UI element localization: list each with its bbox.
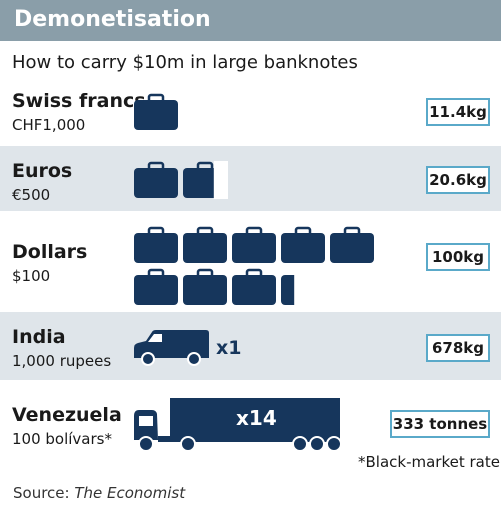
row-name: Euros [12,160,73,182]
briefcase-icon [183,161,228,199]
row-india: India 1,000 rupees x1 678kg [0,312,501,380]
row-dollars: Dollars $100 100kg [0,213,501,308]
van-icon [134,330,209,366]
briefcase-icon [134,93,178,130]
weight-box: 11.4kg [426,98,490,126]
briefcase-group [134,93,178,130]
row-euros: Euros €500 20.6kg [0,146,501,211]
chart-title: Demonetisation [14,7,211,32]
weight-box: 678kg [426,334,490,362]
chart-subtitle: How to carry $10m in large banknotes [12,52,358,73]
row-venezuela: Venezuela 100 bolívars* x14 333 tonnes [0,382,501,452]
briefcase-group [134,161,228,199]
row-denomination: CHF1,000 [12,116,86,134]
row-name: Swiss francs [12,90,146,112]
briefcase-icon [183,226,227,263]
source-publisher: The Economist [74,484,186,502]
truck-icon [134,398,342,452]
briefcase-icon [330,226,374,263]
briefcase-icon [232,226,276,263]
van-multiplier: x1 [216,337,242,359]
briefcase-icon [281,226,325,263]
row-denomination: 1,000 rupees [12,352,112,370]
briefcase-icon [281,268,326,306]
briefcase-icon [232,268,276,305]
weight-box: 333 tonnes [390,410,490,438]
row-denomination: €500 [12,186,51,204]
row-name: Venezuela [12,404,122,426]
briefcase-icon [134,268,178,305]
briefcase-icon [183,268,227,305]
footnote: *Black-market rate [358,453,500,471]
row-name: India [12,326,66,348]
row-name: Dollars [12,241,88,263]
briefcase-icon [134,226,178,263]
row-swiss-francs: Swiss francs CHF1,000 11.4kg [0,86,501,144]
chart-header: Demonetisation [0,0,501,41]
weight-box: 100kg [426,243,490,271]
row-denomination: 100 bolívars* [12,430,112,448]
truck-multiplier: x14 [236,406,277,430]
row-denomination: $100 [12,267,51,285]
briefcase-icon [134,161,178,198]
weight-box: 20.6kg [426,166,490,194]
source-label: Source: [13,484,70,502]
source-line: Source: The Economist [13,484,185,502]
briefcase-group [134,226,374,306]
